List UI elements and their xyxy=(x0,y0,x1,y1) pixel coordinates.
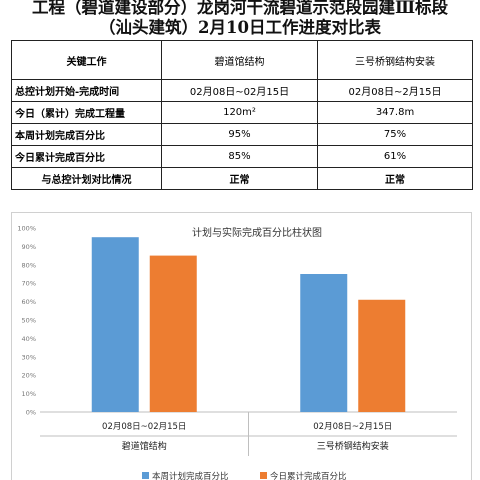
row-value-2: 正常 xyxy=(317,167,473,190)
y-tick-label: 40% xyxy=(22,335,36,343)
y-tick-label: 90% xyxy=(22,243,36,251)
y-tick-label: 80% xyxy=(22,261,36,269)
progress-table: 关键工作 碧道馆结构 三号桥钢结构安装 总控计划开始-完成时间 02月08日~0… xyxy=(11,40,473,190)
table-row: 今日累计完成百分比 85% 61% xyxy=(11,145,473,168)
page-title-line-2: （汕头建筑）2月10日工作进度对比表 xyxy=(99,18,381,37)
y-tick-label: 20% xyxy=(22,372,36,380)
legend-swatch xyxy=(260,472,267,479)
row-value-2: 02月08日~2月15日 xyxy=(317,79,473,102)
table-row: 本周计划完成百分比 95% 75% xyxy=(11,123,473,146)
row-label: 今日累计完成百分比 xyxy=(11,145,162,168)
x-category-date-label: 02月08日~2月15日 xyxy=(313,422,392,432)
x-category-name-label: 三号桥钢结构安装 xyxy=(317,440,389,452)
row-value-1: 95% xyxy=(161,123,318,146)
table-row: 今日（累计）完成工程量 120m² 347.8m xyxy=(11,101,473,124)
legend-label: 今日累计完成百分比 xyxy=(270,471,347,480)
y-tick-label: 100% xyxy=(17,225,36,233)
row-value-2: 75% xyxy=(317,123,473,146)
y-tick-label: 10% xyxy=(22,390,36,398)
row-value-1: 85% xyxy=(161,145,318,168)
row-value-1: 02月08日~02月15日 xyxy=(161,79,318,102)
y-tick-label: 70% xyxy=(22,280,36,288)
x-category-name-label: 碧道馆结构 xyxy=(122,440,167,452)
row-label: 总控计划开始-完成时间 xyxy=(11,79,162,102)
row-label: 本周计划完成百分比 xyxy=(11,123,162,146)
table-row: 与总控计划对比情况 正常 正常 xyxy=(11,167,473,190)
legend-swatch xyxy=(142,472,149,479)
bar-chart: 计划与实际完成百分比柱状图 0% 10% 20% 30% 40% 50% 60% 70% 80% 9… xyxy=(11,212,472,480)
y-tick-label: 30% xyxy=(22,353,36,361)
header-key-work: 关键工作 xyxy=(11,40,162,80)
bar-chart-svg: 计划与实际完成百分比柱状图 0% 10% 20% 30% 40% 50% 60% 70% 80% 9… xyxy=(17,225,457,480)
table-header-row: 关键工作 碧道馆结构 三号桥钢结构安装 xyxy=(11,40,473,80)
row-value-2: 61% xyxy=(317,145,473,168)
x-category-date-label: 02月08日~02月15日 xyxy=(102,422,186,432)
row-label: 今日（累计）完成工程量 xyxy=(11,101,162,124)
chart-title: 计划与实际完成百分比柱状图 xyxy=(192,226,322,239)
y-tick-label: 60% xyxy=(22,298,36,306)
row-value-2: 347.8m xyxy=(317,101,473,124)
row-value-1: 正常 xyxy=(161,167,318,190)
legend-label: 本周计划完成百分比 xyxy=(152,471,229,480)
bar xyxy=(149,255,197,412)
y-tick-label: 50% xyxy=(22,317,36,325)
bar xyxy=(358,299,406,412)
header-col-1: 碧道馆结构 xyxy=(161,40,318,80)
page-title-line-1: 工程（碧道建设部分）龙岗河干流碧道示范段园建Ⅲ标段 xyxy=(31,0,449,17)
bar xyxy=(300,274,348,412)
row-label: 与总控计划对比情况 xyxy=(11,167,162,190)
table-row: 总控计划开始-完成时间 02月08日~02月15日 02月08日~2月15日 xyxy=(11,79,473,102)
y-tick-label: 0% xyxy=(26,409,36,417)
row-value-1: 120m² xyxy=(161,101,318,124)
bar xyxy=(91,237,139,412)
header-col-2: 三号桥钢结构安装 xyxy=(317,40,473,80)
